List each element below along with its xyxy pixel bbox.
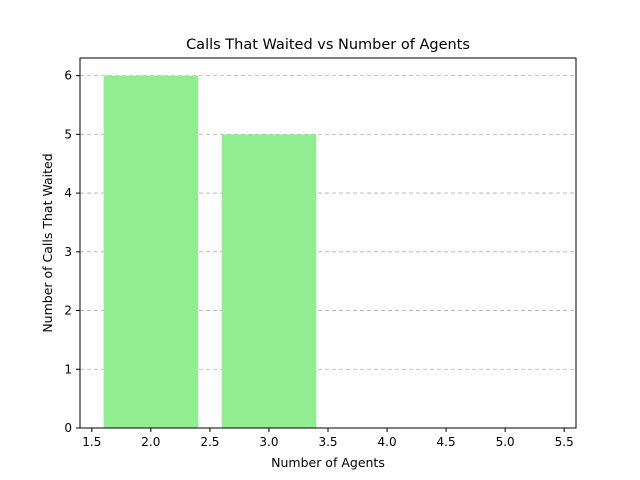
y-tick-label-2: 2 (64, 304, 72, 318)
y-axis-ticks: 0 1 2 3 4 5 6 (64, 69, 80, 435)
grid (80, 75, 576, 370)
x-axis-ticks: 1.5 2.0 2.5 3.0 3.5 4.0 4.5 5.0 5.5 (82, 428, 574, 449)
y-axis-label: Number of Calls That Waited (40, 153, 55, 332)
x-tick-label-0: 1.5 (82, 435, 101, 449)
bars (103, 75, 317, 428)
chart-title: Calls That Waited vs Number of Agents (186, 37, 470, 53)
bar-1 (221, 134, 317, 428)
x-axis-label: Number of Agents (271, 455, 385, 470)
y-tick-label-4: 4 (64, 186, 72, 200)
bar-0 (103, 75, 199, 428)
x-tick-label-4: 3.5 (318, 435, 337, 449)
y-tick-label-6: 6 (64, 69, 72, 83)
x-tick-label-1: 2.0 (141, 435, 160, 449)
y-tick-label-0: 0 (64, 421, 72, 435)
x-tick-label-2: 2.5 (200, 435, 219, 449)
y-tick-label-5: 5 (64, 127, 72, 141)
y-tick-label-1: 1 (64, 362, 72, 376)
x-tick-label-6: 4.5 (437, 435, 456, 449)
x-tick-label-3: 3.0 (259, 435, 278, 449)
y-tick-label-3: 3 (64, 245, 72, 259)
x-tick-label-7: 5.0 (496, 435, 515, 449)
x-tick-label-8: 5.5 (555, 435, 574, 449)
x-tick-label-5: 4.0 (378, 435, 397, 449)
